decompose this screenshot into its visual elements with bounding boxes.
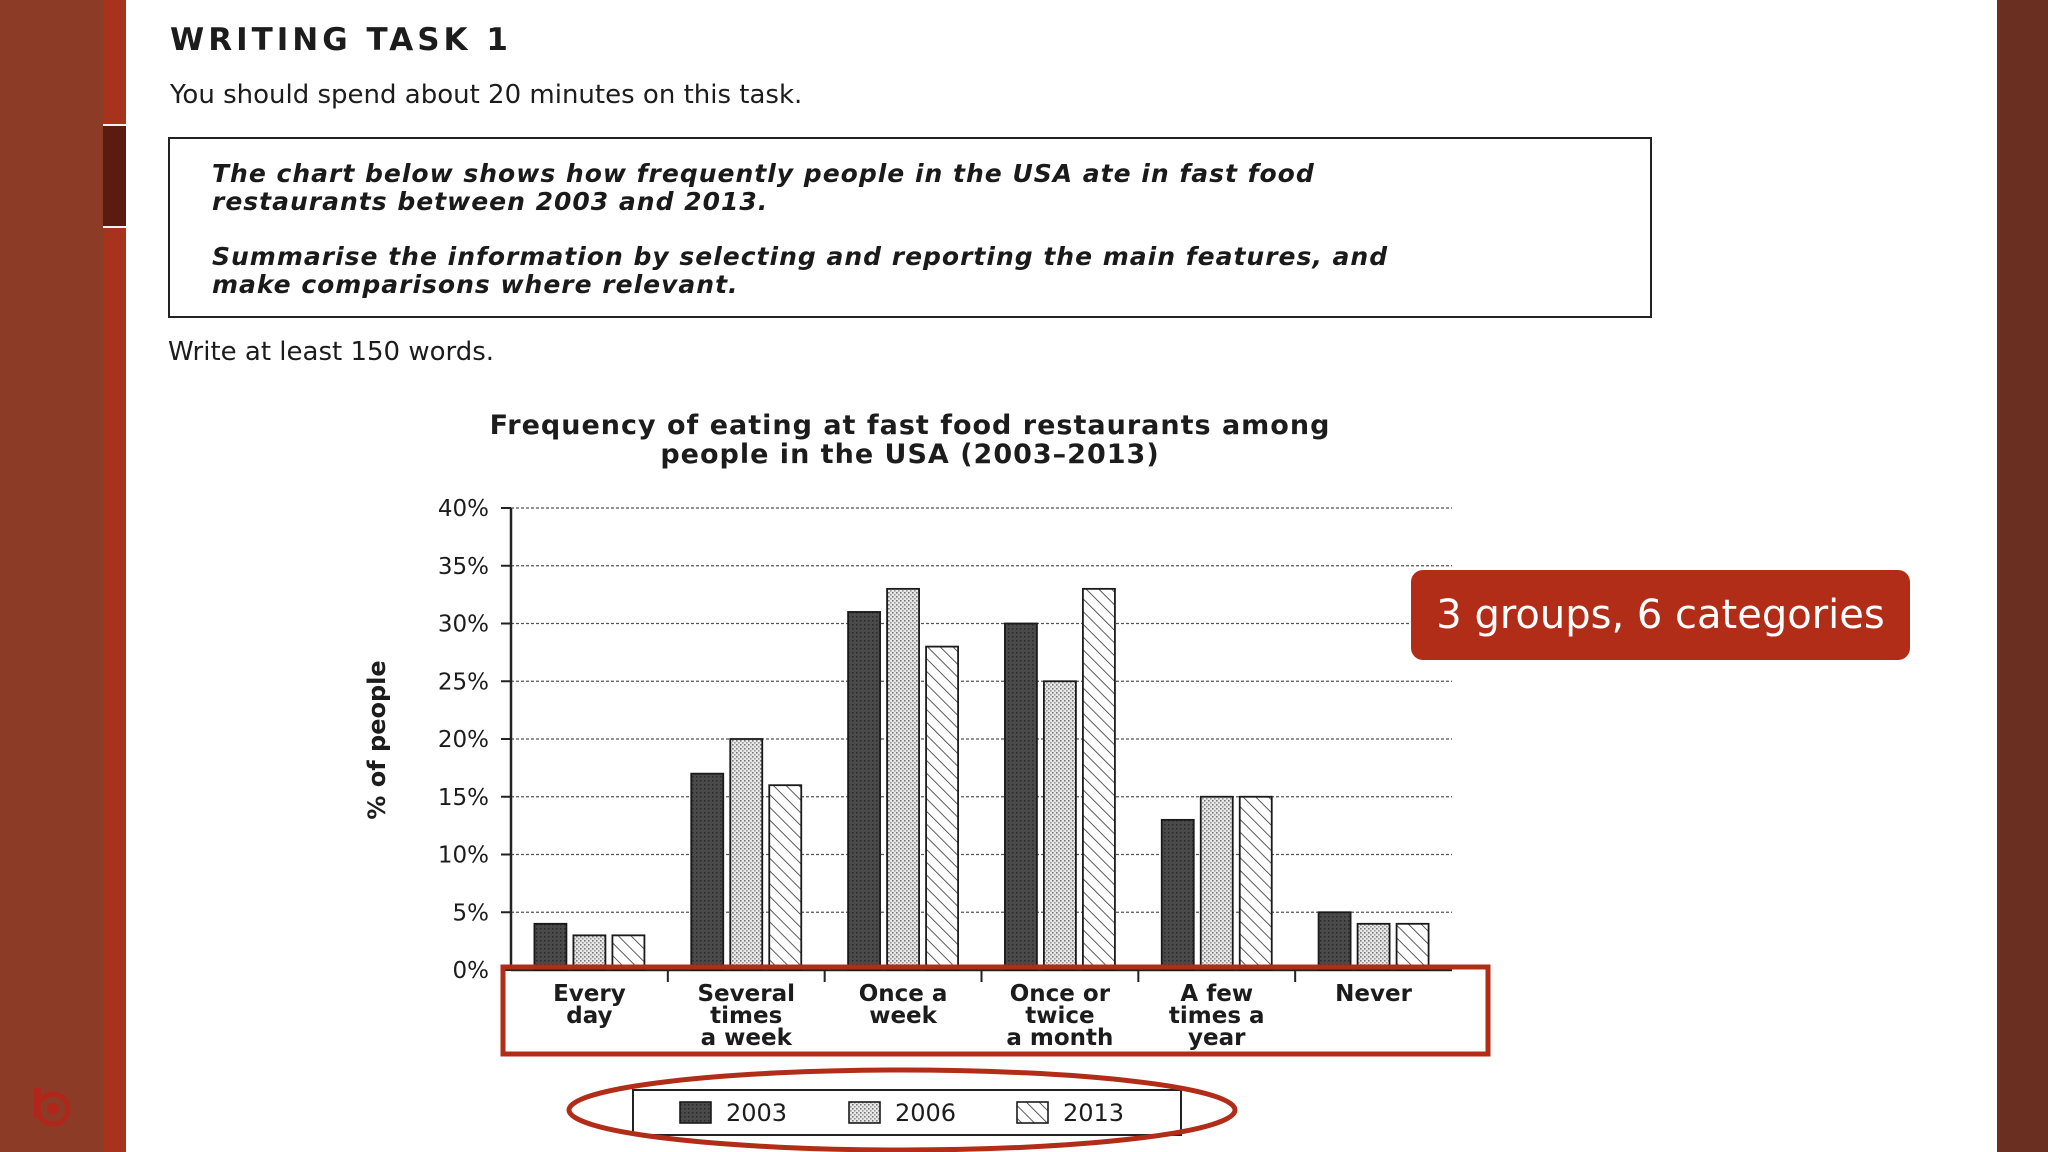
chart-title-line-2: people in the USA (2003–2013) [660, 439, 1160, 470]
task-prompt-box: The chart below shows how frequently peo… [168, 137, 1652, 318]
prompt-line: restaurants between 2003 and 2013. [212, 187, 769, 216]
left-accent-notch [103, 124, 126, 228]
right-frame-panel [1997, 0, 2048, 1152]
callout-badge: 3 groups, 6 categories [1411, 570, 1910, 660]
chart-title: Frequency of eating at fast food restaur… [489, 410, 1331, 441]
word-count-instruction: Write at least 150 words. [168, 337, 495, 367]
left-accent-stripe [103, 0, 126, 1152]
time-instruction: You should spend about 20 minutes on thi… [170, 80, 803, 110]
prompt-line: The chart below shows how frequently peo… [212, 159, 1315, 188]
prompt-line: Summarise the information by selecting a… [212, 242, 1389, 271]
task-heading: WRITING TASK 1 [170, 22, 512, 58]
prompt-line: make comparisons where relevant. [212, 270, 739, 299]
left-frame-panel [0, 0, 103, 1152]
presentation-logo-icon [34, 1088, 71, 1127]
